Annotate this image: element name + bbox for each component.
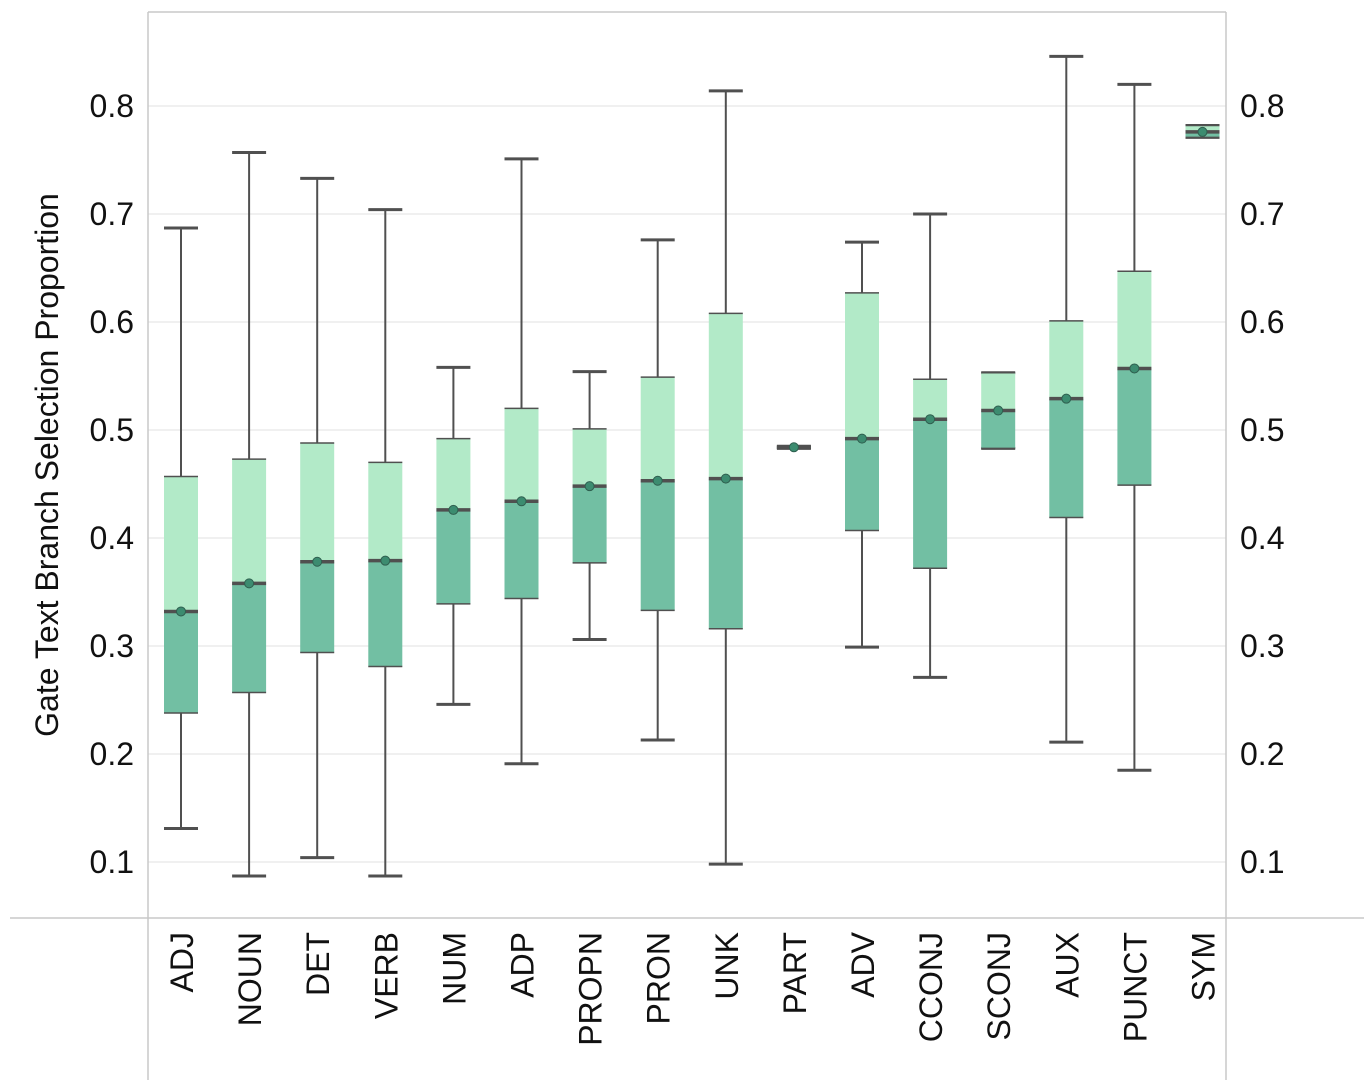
lower-box (1117, 368, 1152, 486)
x-tick-label: PUNCT (1117, 932, 1153, 1042)
upper-box (708, 313, 743, 479)
y-tick-label-left: 0.5 (90, 412, 134, 448)
y-tick-label-left: 0.8 (90, 88, 134, 124)
lower-box (845, 438, 879, 531)
median-marker (857, 433, 867, 444)
y-tick-label-right: 0.1 (1240, 844, 1284, 880)
lower-box (913, 419, 948, 569)
upper-box (572, 428, 607, 487)
lower-box (708, 478, 743, 629)
box-pron (640, 238, 675, 742)
x-tick-label: ADP (505, 932, 541, 998)
y-tick-label-right: 0.6 (1240, 304, 1284, 340)
x-axis-categories: ADJ NOUN DET VERB NUM ADP PROPN PRON UNK PART ADV C… (164, 931, 1222, 1045)
box-series (164, 54, 1220, 878)
box-num (436, 365, 471, 706)
y-tick-label-right: 0.4 (1240, 520, 1284, 556)
x-tick-label: SCONJ (981, 932, 1017, 1040)
lower-box (436, 509, 471, 604)
y-tick-label-left: 0.1 (90, 844, 134, 880)
x-tick-label: PROPN (573, 932, 609, 1046)
box-unk (708, 89, 743, 866)
y-tick-label-right: 0.3 (1240, 628, 1284, 664)
box-sconj (981, 371, 1016, 450)
upper-box (981, 372, 1016, 411)
y-tick-label-left: 0.2 (90, 736, 134, 772)
median-marker (244, 578, 255, 589)
median-marker (448, 504, 459, 515)
x-tick-label: VERB (368, 932, 404, 1019)
upper-box (368, 462, 403, 561)
x-tick-label: UNK (709, 932, 745, 1000)
y-tick-label-right: 0.2 (1240, 736, 1284, 772)
median-marker (1129, 363, 1140, 374)
x-tick-label: PRON (641, 932, 677, 1024)
plot-frame (10, 11, 1364, 1080)
median-marker (176, 606, 186, 617)
box-propn (572, 370, 607, 642)
box-adp (504, 157, 539, 766)
median-marker (1197, 126, 1208, 137)
y-tick-label-right: 0.5 (1240, 412, 1284, 448)
lower-box (981, 410, 1016, 449)
upper-box (913, 379, 948, 420)
upper-box (1049, 320, 1084, 399)
y-axis-left-ticks: 0.1 0.2 0.3 0.4 0.5 0.6 0.7 0.8 (90, 88, 134, 880)
box-sym (1185, 123, 1220, 139)
y-tick-label-left: 0.4 (90, 520, 134, 556)
y-axis-title: Gate Text Branch Selection Proportion (29, 193, 65, 737)
median-marker (584, 481, 595, 492)
y-axis-right-ticks: 0.1 0.2 0.3 0.4 0.5 0.6 0.7 0.8 (1240, 88, 1284, 880)
lower-box (300, 561, 335, 653)
x-tick-label: SYM (1186, 932, 1222, 1001)
y-tick-label-left: 0.6 (90, 304, 134, 340)
box-noun (232, 150, 267, 878)
lower-box (232, 583, 267, 693)
x-tick-label: AUX (1049, 932, 1085, 998)
median-marker (1061, 393, 1072, 404)
median-marker (652, 475, 663, 486)
lower-box (1049, 398, 1084, 518)
box-verb (368, 208, 403, 878)
upper-box (1117, 271, 1152, 369)
median-marker (720, 473, 731, 484)
x-tick-label: ADV (845, 931, 881, 997)
lower-box (640, 480, 675, 611)
y-tick-label-left: 0.7 (90, 196, 134, 232)
y-tick-label-right: 0.8 (1240, 88, 1284, 124)
lower-box (164, 611, 198, 713)
lower-box (572, 486, 607, 563)
y-tick-label-left: 0.3 (90, 628, 134, 664)
upper-box (164, 476, 198, 612)
upper-box (845, 292, 879, 439)
upper-box (436, 438, 471, 510)
x-tick-label: PART (777, 932, 813, 1014)
box-cconj (913, 212, 948, 679)
box-punct (1117, 82, 1152, 772)
x-tick-label: CCONJ (913, 932, 949, 1042)
median-marker (993, 405, 1004, 416)
x-tick-label: NOUN (232, 932, 268, 1026)
median-marker (516, 496, 527, 507)
box-det (300, 176, 335, 860)
box-adv (845, 240, 879, 649)
median-marker (788, 442, 799, 453)
upper-box (232, 459, 267, 584)
upper-box (300, 442, 335, 562)
x-tick-label: ADJ (164, 932, 200, 992)
median-marker (925, 414, 936, 425)
y-tick-label-right: 0.7 (1240, 196, 1284, 232)
median-marker (380, 555, 391, 566)
lower-box (368, 560, 403, 667)
lower-box (504, 501, 539, 599)
upper-box (504, 408, 539, 502)
upper-box (640, 377, 675, 481)
x-tick-label: NUM (436, 932, 472, 1005)
x-tick-label: DET (300, 932, 336, 996)
box-part (776, 442, 811, 453)
box-aux (1049, 54, 1084, 744)
median-marker (312, 556, 323, 567)
box-adj (164, 226, 198, 831)
